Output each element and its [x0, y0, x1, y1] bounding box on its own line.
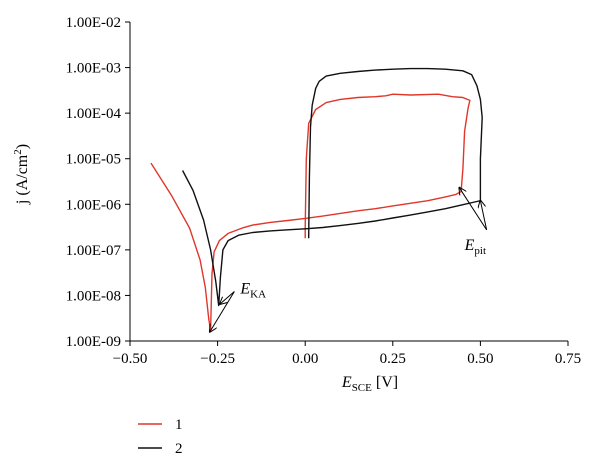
annotation-arrow — [480, 201, 488, 230]
y-tick-label: 1.00E-05 — [66, 152, 121, 168]
y-tick-label: 1.00E-03 — [66, 61, 121, 77]
ticks: 1.00E-09 1.00E-08 1.00E-07 1.00E-06 1.00E-05… — [66, 15, 582, 367]
x-tick-label: 0.00 — [292, 351, 318, 367]
x-tick-label: −0.25 — [200, 351, 235, 367]
y-tick-label: 1.00E-07 — [66, 243, 122, 259]
annotation-arrow — [220, 291, 235, 304]
x-tick-label: 0.25 — [380, 351, 406, 367]
y-tick-label: 1.00E-04 — [66, 106, 122, 122]
y-tick-label: 1.00E-06 — [66, 197, 122, 213]
annotations: EKA Epit — [210, 188, 488, 332]
y-tick-label: 1.00E-09 — [66, 334, 121, 350]
y-tick-label: 1.00E-02 — [66, 15, 121, 31]
annotation-arrow — [210, 291, 235, 332]
x-tick-label: 0.50 — [467, 351, 493, 367]
y-tick-label: 1.00E-08 — [66, 288, 121, 304]
legend-label-2: 2 — [175, 441, 183, 457]
series-line-2 — [181, 67, 483, 307]
series-group — [150, 67, 483, 332]
annotation-label-E-pit: Epit — [464, 237, 486, 257]
annotation-label-E-KA: EKA — [239, 281, 266, 301]
annotation-arrow — [459, 188, 488, 231]
annotation-E-KA: EKA — [210, 281, 266, 332]
x-axis-title: ESCE [V] — [341, 374, 398, 394]
x-tick-label: −0.50 — [113, 351, 148, 367]
legend: 1 2 — [138, 417, 183, 457]
y-axis-title: j (A/cm2) — [12, 144, 31, 205]
annotation-E-pit: Epit — [459, 188, 488, 257]
axes — [129, 22, 568, 342]
x-tick-label: 0.75 — [555, 351, 581, 367]
legend-label-1: 1 — [175, 417, 183, 433]
